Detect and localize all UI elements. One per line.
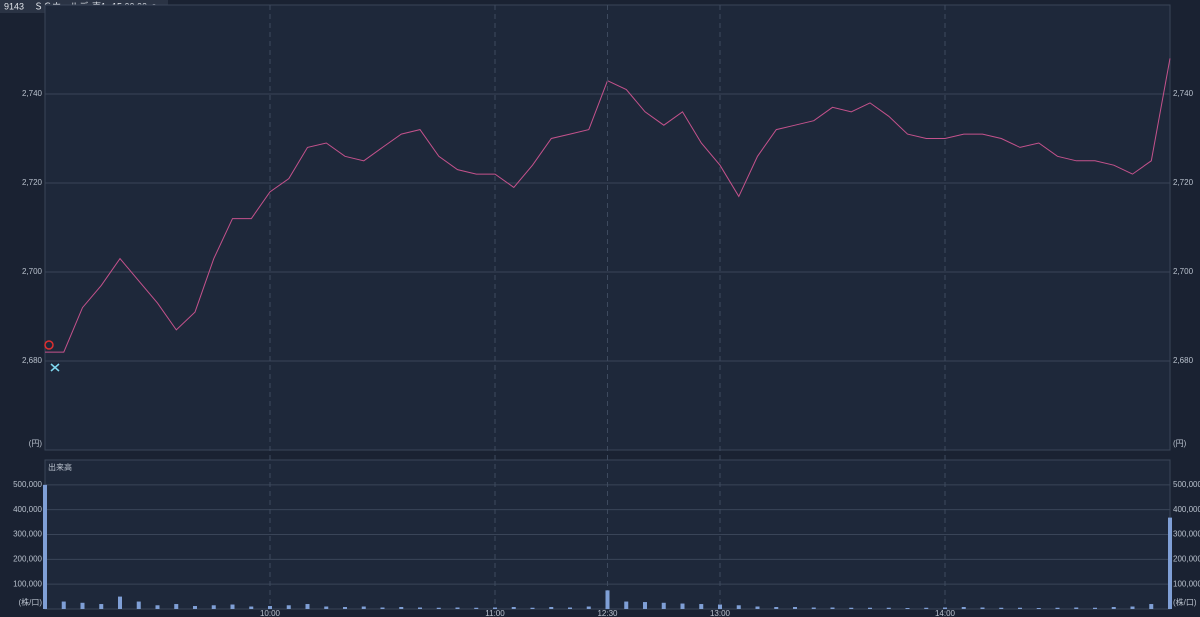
volume-bar (680, 603, 685, 609)
x-tick-label: 11:00 (485, 609, 505, 617)
y-tick-label-right: 200,000 (1173, 554, 1200, 563)
volume-bar (755, 606, 760, 609)
volume-bar (361, 606, 366, 609)
volume-bar (418, 607, 422, 609)
volume-bar (605, 590, 610, 609)
y-tick-label: 200,000 (13, 554, 42, 563)
stock-code: 9143 (4, 1, 24, 11)
volume-bar (661, 602, 666, 609)
volume-bar (586, 606, 591, 609)
volume-bar (624, 601, 629, 609)
panel-title: 出来高 (48, 462, 72, 472)
volume-bar (193, 606, 197, 609)
volume-bar (718, 604, 722, 609)
marker-circle (44, 340, 54, 350)
volume-bar (868, 607, 872, 609)
volume-bar (380, 607, 385, 609)
volume-bar (174, 604, 179, 609)
y-tick-label-right: 500,000 (1173, 480, 1200, 489)
volume-bar (886, 607, 891, 609)
volume-bar (961, 607, 966, 609)
volume-bar (61, 601, 66, 609)
volume-bar (980, 607, 985, 609)
volume-bar (811, 607, 816, 609)
volume-bar (399, 607, 404, 609)
y-tick-label: 100,000 (13, 579, 42, 588)
volume-bar (943, 607, 947, 609)
volume-bar (230, 604, 235, 609)
y-tick-label: 2,700 (22, 267, 43, 276)
volume-bar (1055, 607, 1060, 609)
volume-bar (1168, 517, 1172, 609)
volume-bar (905, 608, 910, 609)
volume-bar (999, 607, 1004, 609)
volume-bar (455, 607, 460, 609)
volume-bar (136, 601, 141, 609)
x-tick-label: 14:00 (935, 609, 956, 617)
y-tick-label: 2,740 (22, 89, 43, 98)
volume-bar (568, 607, 572, 609)
volume-bar (643, 602, 647, 609)
y-tick-label: 300,000 (13, 530, 42, 539)
y-unit: (株/口) (18, 597, 42, 607)
volume-bar (249, 606, 254, 609)
volume-bar (736, 605, 741, 609)
volume-bar (549, 607, 554, 609)
volume-bar (324, 606, 329, 609)
volume-bar (849, 607, 854, 609)
marker-cross (50, 363, 60, 372)
y-unit: (円) (29, 439, 43, 448)
volume-bar (436, 607, 441, 609)
volume-bar (1074, 607, 1079, 609)
volume-bar (118, 596, 122, 609)
y-tick-label-right: 400,000 (1173, 505, 1200, 514)
y-tick-label-right: 2,740 (1173, 89, 1194, 98)
volume-bar (1018, 607, 1022, 609)
y-unit-right: (円) (1173, 439, 1187, 448)
y-tick-label: 2,720 (22, 178, 43, 187)
volume-bar (774, 607, 779, 609)
volume-bar (343, 607, 347, 609)
volume-bar (793, 607, 797, 609)
y-tick-label-right: 300,000 (1173, 530, 1200, 539)
volume-bar (474, 607, 479, 609)
y-tick-label: 2,680 (22, 356, 43, 365)
volume-bar (305, 604, 310, 609)
volume-bar (511, 607, 516, 609)
volume-bar (699, 604, 704, 609)
volume-bar (924, 607, 929, 609)
volume-bar (80, 602, 85, 609)
volume-bar (155, 605, 160, 609)
x-tick-label: 12:30 (597, 609, 618, 617)
volume-bar (211, 605, 216, 609)
volume-bar (1149, 604, 1154, 609)
volume-bar (530, 607, 535, 609)
y-tick-label-right: 2,700 (1173, 267, 1194, 276)
y-tick-label: 500,000 (13, 480, 42, 489)
x-tick-label: 13:00 (710, 609, 731, 617)
volume-bar (268, 606, 272, 609)
volume-bar (43, 484, 47, 609)
y-tick-label-right: 2,720 (1173, 178, 1194, 187)
volume-bar (99, 604, 104, 609)
volume-bar (1130, 606, 1135, 609)
y-tick-label-right: 100,000 (1173, 579, 1200, 588)
y-unit-right: (株/口) (1173, 597, 1197, 607)
volume-bar (493, 607, 497, 609)
volume-bar (1036, 608, 1041, 609)
y-tick-label-right: 2,680 (1173, 356, 1194, 365)
y-tick-label: 400,000 (13, 505, 42, 514)
volume-bar (830, 607, 835, 609)
volume-bar (286, 605, 291, 609)
x-tick-label: 10:00 (260, 609, 281, 617)
volume-bar (1093, 607, 1097, 609)
volume-bar (1111, 607, 1116, 609)
